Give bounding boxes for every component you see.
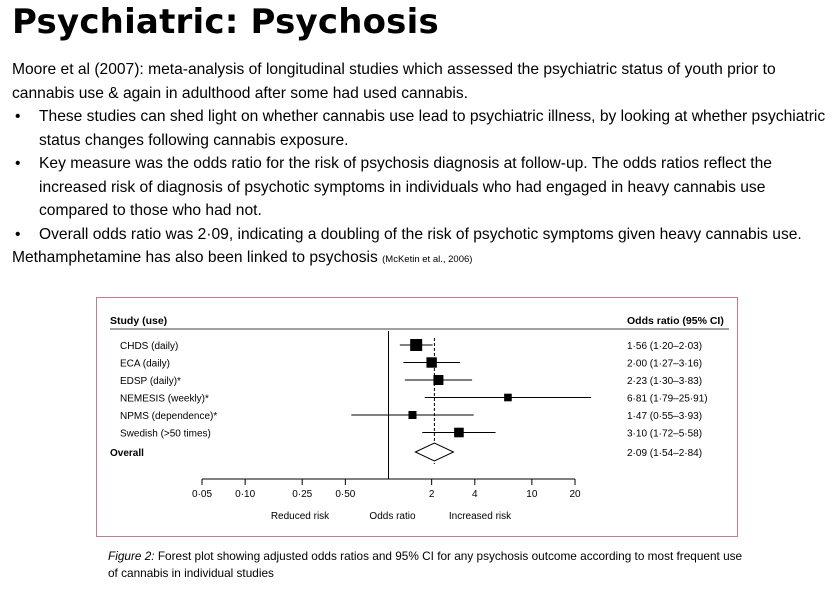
x-tick-label: 20 [569,489,581,500]
forest-plot: Study (use) Odds ratio (95% CI) CHDS (dail… [110,315,729,522]
x-tick-label: 0·10 [235,489,255,500]
x-tick-label: 0·05 [192,489,212,500]
study-label: ECA (daily) [120,359,170,370]
bullet-item: These studies can shed light on whether … [12,105,827,152]
caption-text: Forest plot showing adjusted odds ratios… [108,549,743,580]
intro-paragraph: Moore et al (2007): meta-analysis of lon… [12,61,776,102]
study-label: EDSP (daily)* [120,376,181,387]
figure-caption: Figure 2: Forest plot showing adjusted o… [108,548,748,582]
x-tick-label: 2 [429,489,435,500]
slide-title: Psychiatric: Psychosis [12,2,439,42]
study-point [454,427,464,438]
study-or-text: 2·00 (1·27–3·16) [627,359,702,370]
x-label-odds-ratio: Odds ratio [369,511,416,522]
study-or-text: 1·47 (0·55–3·93) [627,411,702,422]
footer-citation: (McKetin et al., 2006) [382,254,473,265]
footer-text: Methamphetamine has also been linked to … [12,249,383,266]
study-label: NEMESIS (weekly)* [120,394,209,405]
overall-diamond [414,442,455,462]
study-point [433,375,444,385]
study-or-text: 1·56 (1·20–2·03) [627,341,702,352]
study-label: NPMS (dependence)* [120,411,217,422]
x-tick-label: 0·25 [292,489,312,500]
x-tick-label: 0·50 [335,489,355,500]
study-or-text: 2·23 (1·30–3·83) [627,376,702,387]
bullet-item: Overall odds ratio was 2·09, indicating … [12,223,827,247]
bullet-list: These studies can shed light on whether … [12,105,827,246]
caption-label: Figure 2: [108,549,155,563]
study-or-text: 6·81 (1·79–25·91) [627,394,708,405]
left-column-header: Study (use) [110,315,167,327]
study-label: CHDS (daily) [120,341,178,352]
x-label-increased-risk: Increased risk [449,511,512,522]
x-label-reduced-risk: Reduced risk [271,511,330,522]
bullet-item: Key measure was the odds ratio for the r… [12,152,827,223]
x-tick-label: 10 [526,489,538,500]
overall-label: Overall [110,448,144,459]
overall-or-text: 2·09 (1·54–2·84) [627,448,702,459]
study-label: Swedish (>50 times) [120,429,211,440]
x-tick-label: 4 [472,489,478,500]
study-point [408,411,417,419]
footer-line: Methamphetamine has also been linked to … [12,246,827,272]
study-point [426,357,437,368]
forest-plot-figure: Study (use) Odds ratio (95% CI) CHDS (dail… [96,297,738,537]
slide-body: Moore et al (2007): meta-analysis of lon… [12,58,827,272]
study-point [504,393,512,402]
study-or-text: 3·10 (1·72–5·58) [627,429,702,440]
right-column-header: Odds ratio (95% CI) [627,315,724,327]
study-point [410,339,423,351]
